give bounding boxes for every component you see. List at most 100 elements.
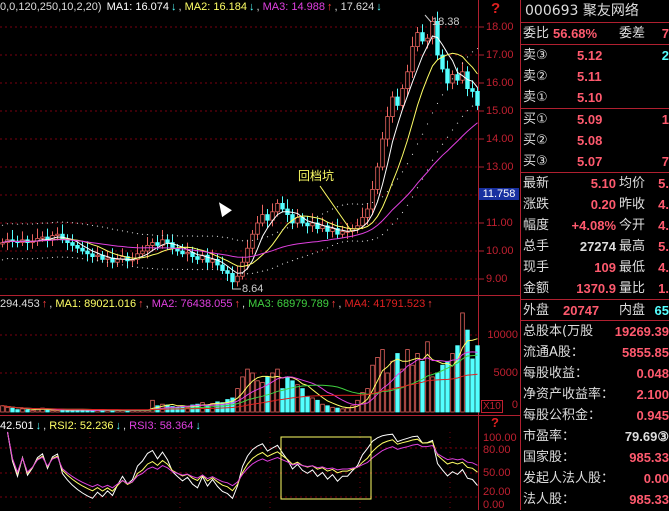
band-dot — [381, 196, 384, 198]
label: 委差 — [619, 26, 646, 41]
band-dot — [196, 235, 199, 237]
band-dot — [456, 122, 459, 124]
value: 5. — [658, 239, 669, 254]
value: 7 — [661, 26, 669, 41]
rsi-tick: 50.00 — [483, 467, 511, 479]
price: 5.10 — [577, 90, 603, 105]
kline-chart[interactable] — [0, 0, 520, 510]
band-dot — [236, 272, 239, 274]
band-dot — [126, 231, 129, 233]
up-arrow-icon: ↑ — [41, 298, 48, 310]
volume-bar — [315, 399, 320, 413]
help-icon[interactable]: ? — [491, 0, 501, 17]
fund-row: 净资产收益率： 2.100 — [521, 384, 669, 405]
band-dot — [246, 273, 249, 275]
band-dot — [91, 224, 94, 227]
price-tick: 9.00 — [486, 273, 508, 285]
band-dot — [356, 240, 359, 242]
candle-body — [310, 222, 315, 227]
candle-body — [455, 74, 460, 81]
label: 内盘 — [619, 303, 646, 318]
band-dot — [71, 222, 74, 224]
candle-body — [320, 225, 325, 230]
candle-body — [335, 228, 340, 235]
quote-row: 涨跌 0.20 昨收 4. — [521, 194, 669, 215]
volume-bar — [400, 368, 405, 413]
band-dot — [436, 102, 439, 105]
vol-ma3: MA3: 68979.789 — [248, 298, 329, 310]
high-leader — [424, 14, 432, 23]
label: 总股本(万股 — [523, 324, 594, 339]
candle-body — [95, 254, 100, 257]
volume-bar — [25, 409, 30, 413]
band-dot — [91, 259, 94, 261]
candle-body — [55, 233, 60, 236]
candle-body — [475, 91, 480, 106]
band-dot — [131, 265, 134, 268]
volume-bar — [335, 407, 340, 413]
price-tick: 18.00 — [486, 21, 514, 33]
band-dot — [101, 226, 104, 228]
value: 5855.85 — [622, 345, 669, 360]
volume-bar — [405, 349, 410, 413]
volume-bar — [340, 408, 345, 413]
volume-bar — [50, 410, 55, 413]
band-dot — [451, 78, 454, 80]
band-dot — [426, 169, 429, 171]
volume-scale-badge[interactable]: X10 — [481, 400, 503, 413]
band-dot — [111, 228, 114, 230]
band-dot — [21, 223, 24, 225]
price: 5.08 — [577, 133, 603, 148]
ma1-value: MA1: 16.074 — [106, 1, 169, 13]
band-dot — [396, 218, 399, 220]
volume-tick: 0 — [511, 399, 518, 411]
value: 27274 — [579, 239, 616, 254]
volume-bar — [290, 380, 295, 413]
band-dot — [461, 115, 464, 117]
price: 5.07 — [577, 154, 603, 169]
down-arrow-icon: ↓ — [35, 420, 42, 432]
volume-bar — [15, 409, 20, 413]
band-dot — [11, 223, 14, 225]
candle-body — [420, 32, 425, 42]
band-dot — [216, 235, 219, 237]
label: 法人股： — [523, 492, 576, 507]
band-dot — [6, 257, 9, 260]
band-dot — [361, 240, 364, 242]
help-icon[interactable]: ? — [491, 415, 499, 430]
band-dot — [416, 143, 419, 145]
buy-row: 买② 5.08 — [521, 130, 669, 151]
band-dot — [421, 133, 424, 135]
band-dot — [101, 260, 104, 263]
up-arrow-icon: ↑ — [326, 1, 333, 13]
band-dot — [146, 234, 149, 236]
candle-body — [80, 247, 85, 252]
value: 65 — [654, 303, 669, 318]
candle-body — [135, 253, 140, 260]
quote-row: 幅度 +4.08% 今开 4. — [521, 215, 669, 236]
band-dot — [331, 244, 334, 247]
candle-body — [220, 264, 225, 271]
ma3-line — [2, 122, 478, 258]
band-dot — [441, 94, 444, 96]
candle-body — [155, 242, 160, 246]
volume-bar — [185, 406, 190, 413]
candle-body — [85, 250, 90, 255]
candle-body — [400, 88, 405, 106]
candle-body — [125, 256, 130, 262]
volume-bar — [275, 368, 280, 413]
candle-body — [360, 216, 365, 227]
current-price-tag: 11.758 — [479, 188, 519, 200]
band-dot — [446, 136, 449, 138]
band-dot — [186, 268, 189, 270]
value: 109 — [594, 260, 616, 275]
band-dot — [451, 129, 454, 131]
band-dot — [346, 203, 349, 205]
low-label: 8.64 — [242, 283, 264, 295]
band-dot — [26, 223, 29, 225]
band-dot — [476, 47, 479, 50]
label: 现手 — [523, 260, 550, 275]
candle-body — [470, 88, 475, 92]
band-dot — [171, 235, 174, 237]
band-dot — [476, 102, 479, 104]
